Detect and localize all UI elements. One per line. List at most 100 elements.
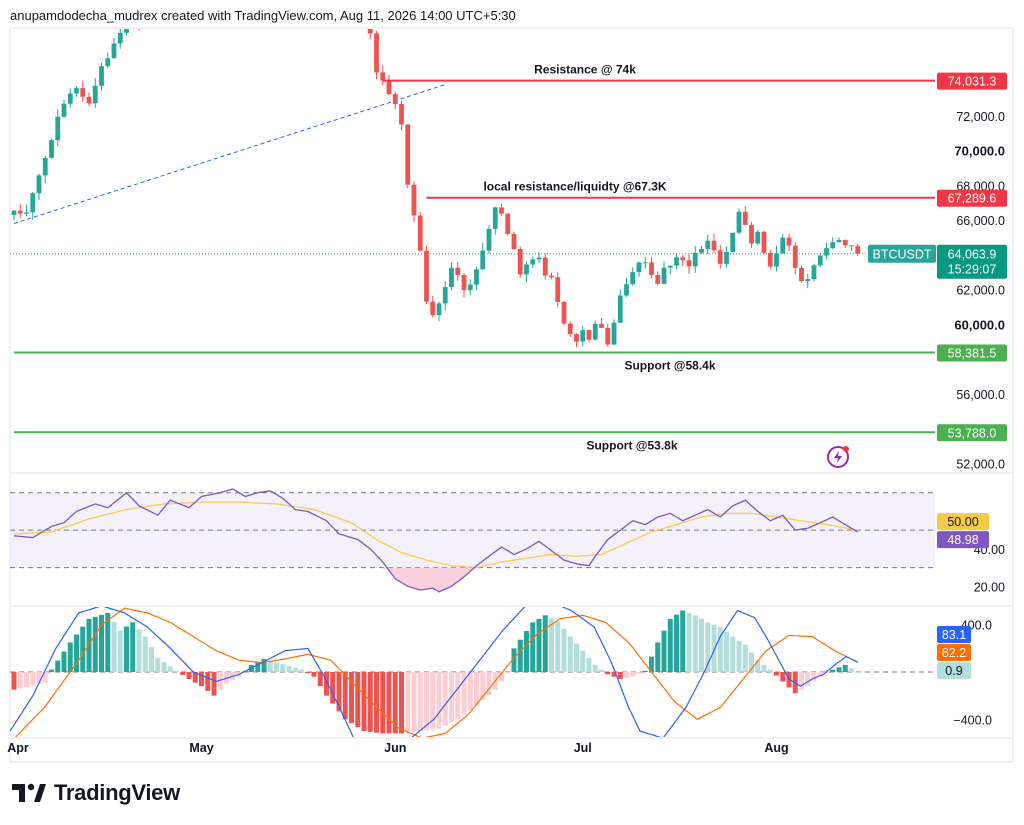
candle-body[interactable] <box>455 267 461 276</box>
macd-histogram-bar[interactable] <box>167 666 173 672</box>
macd-histogram-bar[interactable] <box>661 630 667 672</box>
candle-body[interactable] <box>49 140 54 158</box>
macd-histogram-bar[interactable] <box>267 660 273 672</box>
macd-histogram-bar[interactable] <box>124 626 129 673</box>
macd-histogram-bar[interactable] <box>505 672 511 674</box>
macd-histogram-bar[interactable] <box>380 672 386 734</box>
candle-body[interactable] <box>143 13 148 24</box>
macd-histogram-bar[interactable] <box>542 615 548 672</box>
macd-histogram-bar[interactable] <box>830 669 836 672</box>
candle-body[interactable] <box>836 240 842 243</box>
macd-histogram-bar[interactable] <box>336 672 342 712</box>
macd-histogram-bar[interactable] <box>624 672 629 678</box>
macd-histogram-bar[interactable] <box>149 647 154 672</box>
macd-histogram-bar[interactable] <box>724 631 729 672</box>
macd-histogram-bar[interactable] <box>99 614 104 672</box>
macd-histogram-bar[interactable] <box>680 610 686 672</box>
macd-histogram-bar[interactable] <box>555 621 561 672</box>
candle-body[interactable] <box>449 267 454 288</box>
candle-body[interactable] <box>711 240 717 251</box>
candle-body[interactable] <box>724 251 729 264</box>
candle-body[interactable] <box>367 6 373 34</box>
macd-histogram-bar[interactable] <box>824 672 829 674</box>
candle-body[interactable] <box>55 116 61 141</box>
candle-body[interactable] <box>824 248 829 256</box>
candle-body[interactable] <box>80 88 86 97</box>
candle-body[interactable] <box>586 330 592 340</box>
candle-body[interactable] <box>374 33 379 73</box>
macd-histogram-bar[interactable] <box>24 672 29 687</box>
candle-body[interactable] <box>649 262 654 275</box>
candle-body[interactable] <box>67 93 73 104</box>
macd-histogram-bar[interactable] <box>517 639 523 672</box>
candle-body[interactable] <box>193 0 198 14</box>
macd-histogram-bar[interactable] <box>749 652 754 673</box>
macd-histogram-bar[interactable] <box>692 615 698 672</box>
candle-body[interactable] <box>405 124 411 185</box>
candle-body[interactable] <box>442 287 448 304</box>
candle-body[interactable] <box>755 231 761 244</box>
macd-line[interactable] <box>10 601 859 740</box>
candle-body[interactable] <box>767 252 773 267</box>
macd-histogram-bar[interactable] <box>161 662 167 672</box>
macd-histogram-bar[interactable] <box>324 672 329 696</box>
lightning-icon[interactable] <box>827 446 849 468</box>
candle-body[interactable] <box>24 212 29 214</box>
candle-body[interactable] <box>42 157 48 176</box>
macd-histogram-bar[interactable] <box>67 642 73 672</box>
macd-histogram-bar[interactable] <box>361 672 367 732</box>
candle-body[interactable] <box>517 249 523 275</box>
macd-histogram-bar[interactable] <box>367 672 373 732</box>
macd-histogram-bar[interactable] <box>142 636 148 672</box>
macd-histogram-bar[interactable] <box>117 630 123 672</box>
macd-histogram-bar[interactable] <box>805 672 811 687</box>
macd-histogram-bar[interactable] <box>424 672 429 731</box>
macd-histogram-bar[interactable] <box>299 669 304 672</box>
macd-histogram-bar[interactable] <box>130 622 136 672</box>
candle-body[interactable] <box>549 275 554 278</box>
macd-histogram-bar[interactable] <box>711 624 717 672</box>
candle-body[interactable] <box>780 237 786 254</box>
candle-body[interactable] <box>99 66 104 86</box>
candle-body[interactable] <box>699 249 704 253</box>
candle-body[interactable] <box>736 211 742 233</box>
macd-histogram-bar[interactable] <box>399 672 404 734</box>
candle-body[interactable] <box>811 265 817 280</box>
macd-histogram-bar[interactable] <box>136 629 142 672</box>
macd-histogram-bar[interactable] <box>392 672 398 734</box>
macd-histogram-bar[interactable] <box>817 672 823 677</box>
macd-histogram-bar[interactable] <box>642 670 648 672</box>
candle-body[interactable] <box>36 175 42 194</box>
macd-histogram-bar[interactable] <box>305 672 311 674</box>
macd-histogram-bar[interactable] <box>499 672 504 682</box>
candle-body[interactable] <box>92 85 98 104</box>
candle-body[interactable] <box>561 301 567 324</box>
macd-histogram-bar[interactable] <box>524 631 529 672</box>
macd-histogram-bar[interactable] <box>317 672 323 687</box>
macd-histogram-bar[interactable] <box>105 612 111 672</box>
macd-histogram-bar[interactable] <box>474 672 479 706</box>
candle-body[interactable] <box>86 96 92 104</box>
candle-body[interactable] <box>855 246 861 254</box>
macd-histogram-bar[interactable] <box>199 672 204 687</box>
candle-body[interactable] <box>524 264 529 275</box>
macd-histogram-bar[interactable] <box>186 672 192 680</box>
macd-histogram-bar[interactable] <box>255 661 261 672</box>
macd-histogram-bar[interactable] <box>111 621 117 672</box>
candle-body[interactable] <box>155 1 160 5</box>
macd-histogram-bar[interactable] <box>349 672 354 724</box>
candle-body[interactable] <box>149 5 154 13</box>
macd-histogram-bar[interactable] <box>730 636 736 672</box>
macd-histogram-bar[interactable] <box>530 622 536 672</box>
macd-histogram-bar[interactable] <box>686 612 692 672</box>
candle-body[interactable] <box>399 103 404 125</box>
macd-histogram-bar[interactable] <box>11 672 17 690</box>
macd-histogram-bar[interactable] <box>92 616 98 672</box>
candle-body[interactable] <box>636 262 642 273</box>
macd-histogram-bar[interactable] <box>705 622 711 672</box>
candle-body[interactable] <box>580 330 586 342</box>
candle-body[interactable] <box>137 17 142 24</box>
macd-histogram-bar[interactable] <box>767 669 773 672</box>
macd-histogram-bar[interactable] <box>49 669 54 672</box>
